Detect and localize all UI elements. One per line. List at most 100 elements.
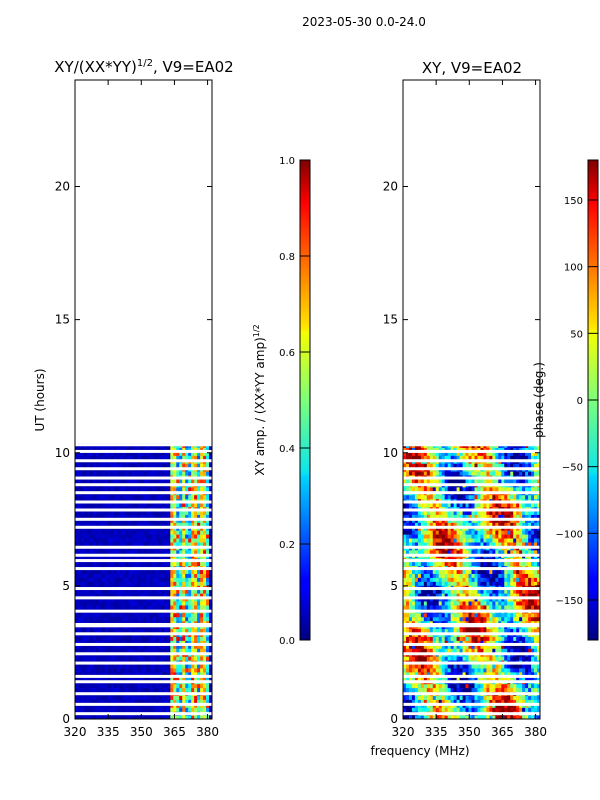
amp-heatmap-cell	[86, 537, 91, 543]
phase-heatmap-cell	[495, 616, 499, 622]
amp-heatmap-cell	[209, 569, 212, 574]
amp-heatmap-cell	[140, 675, 145, 681]
amp-heatmap-cell	[158, 715, 162, 719]
amp-heatmap-cell	[188, 612, 192, 618]
amp-heatmap-cell	[200, 620, 204, 626]
amp-heatmap-cell	[191, 612, 195, 618]
amp-heatmap-cell	[185, 671, 189, 677]
amp-heatmap-cell	[110, 600, 115, 606]
phase-heatmap-cell	[486, 573, 490, 578]
amp-heatmap-cell	[89, 533, 94, 539]
phase-heatmap-cell	[468, 581, 473, 586]
amp-heatmap-cell	[176, 561, 180, 567]
amp-heatmap-cell	[182, 502, 186, 508]
amp-plot-frame	[74, 79, 213, 720]
amp-heatmap-cell	[77, 549, 82, 555]
phase-heatmap-cell	[414, 612, 419, 618]
phase-heatmap-cell	[522, 600, 526, 606]
amp-heatmap-cell	[155, 530, 159, 535]
amp-heatmap-cell	[158, 640, 162, 645]
amp-heatmap-cell	[113, 604, 118, 610]
amp-heatmap-cell	[101, 537, 106, 543]
amp-heatmap-cell	[158, 612, 162, 618]
phase-heatmap-cell	[510, 620, 514, 626]
amp-heatmap-cell	[155, 494, 159, 500]
amp-heatmap-cell	[101, 447, 106, 452]
phase-heatmap-cell	[528, 593, 532, 598]
amp-heatmap-cell	[176, 593, 180, 598]
phase-heatmap-cell	[432, 675, 437, 681]
amp-heatmap-cell	[155, 537, 159, 543]
amp-heatmap-cell	[122, 502, 127, 508]
amp-heatmap-cell	[161, 699, 165, 704]
phase-heatmap-cell	[423, 648, 428, 653]
phase-heatmap-cell	[462, 675, 467, 681]
amp-heatmap-cell	[161, 715, 165, 719]
amp-heatmap-cell	[80, 648, 85, 653]
amp-heatmap-cell	[86, 486, 91, 492]
phase-heatmap-cell	[537, 620, 540, 626]
phase-heatmap-cell	[411, 604, 416, 610]
amp-heatmap-cell	[146, 455, 151, 460]
phase-heatmap-cell	[495, 671, 499, 677]
amp-heatmap-cell	[104, 577, 109, 582]
amp-heatmap-cell	[101, 573, 106, 578]
amp-heatmap-cell	[95, 549, 100, 555]
amp-heatmap-cell	[146, 569, 151, 574]
phase-heatmap-cell	[468, 667, 473, 673]
amp-heatmap-cell	[134, 640, 139, 645]
amp-heatmap-cell	[176, 569, 180, 574]
amp-heatmap-cell	[131, 463, 136, 468]
amp-heatmap-cell	[131, 447, 136, 452]
amp-heatmap-cell	[83, 541, 88, 547]
amp-heatmap-cell	[206, 612, 210, 618]
phase-heatmap-cell	[483, 707, 487, 712]
amp-heatmap-cell	[101, 715, 106, 719]
phase-heatmap-cell	[420, 687, 425, 693]
amp-heatmap-cell	[134, 600, 139, 606]
amp-heatmap-cell	[167, 463, 171, 468]
amp-heatmap-cell	[152, 687, 157, 693]
amp-heatmap-cell	[134, 541, 139, 547]
amp-heatmap-cell	[176, 537, 180, 543]
phase-heatmap-cell	[495, 589, 499, 594]
amp-gap-row	[75, 459, 212, 463]
phase-heatmap-cell	[411, 687, 416, 693]
phase-heatmap-cell	[537, 663, 540, 669]
amp-heatmap-cell	[83, 549, 88, 555]
amp-heatmap-cell	[173, 663, 177, 669]
phase-heatmap-cell	[477, 577, 482, 582]
amp-heatmap-cell	[209, 514, 212, 519]
amp-heatmap-cell	[75, 687, 79, 693]
phase-heatmap-cell	[441, 628, 446, 633]
amp-heatmap-cell	[143, 451, 148, 456]
amp-gap-row	[75, 500, 212, 504]
phase-heatmap-cell	[507, 612, 511, 618]
amp-heatmap-cell	[75, 648, 79, 653]
amp-heatmap-cell	[101, 589, 106, 594]
phase-heatmap-cell	[441, 581, 446, 586]
amp-heatmap-cell	[158, 530, 162, 535]
amp-heatmap-cell	[167, 589, 171, 594]
phase-heatmap-cell	[447, 715, 452, 719]
phase-heatmap-cell	[411, 715, 416, 719]
amp-heatmap-cell	[155, 604, 159, 610]
amp-heatmap-cell	[206, 561, 210, 567]
phase-heatmap-cell	[403, 593, 407, 598]
amp-heatmap-cell	[146, 687, 151, 693]
phase-heatmap-cell	[510, 707, 514, 712]
amp-heatmap-cell	[95, 593, 100, 598]
amp-heatmap-cell	[188, 616, 192, 622]
phase-heatmap-cell	[492, 695, 496, 700]
amp-heatmap-cell	[200, 612, 204, 618]
amp-heatmap-cell	[101, 695, 106, 700]
phase-heatmap-cell	[459, 699, 464, 704]
amp-heatmap-cell	[149, 447, 154, 452]
amp-heatmap-cell	[158, 494, 162, 500]
phase-heatmap-cell	[453, 715, 458, 719]
amp-heatmap-cell	[128, 648, 133, 653]
amp-heatmap-cell	[173, 644, 177, 649]
amp-heatmap-cell	[107, 663, 112, 669]
amp-heatmap-cell	[137, 470, 142, 476]
amp-heatmap-cell	[113, 533, 118, 539]
